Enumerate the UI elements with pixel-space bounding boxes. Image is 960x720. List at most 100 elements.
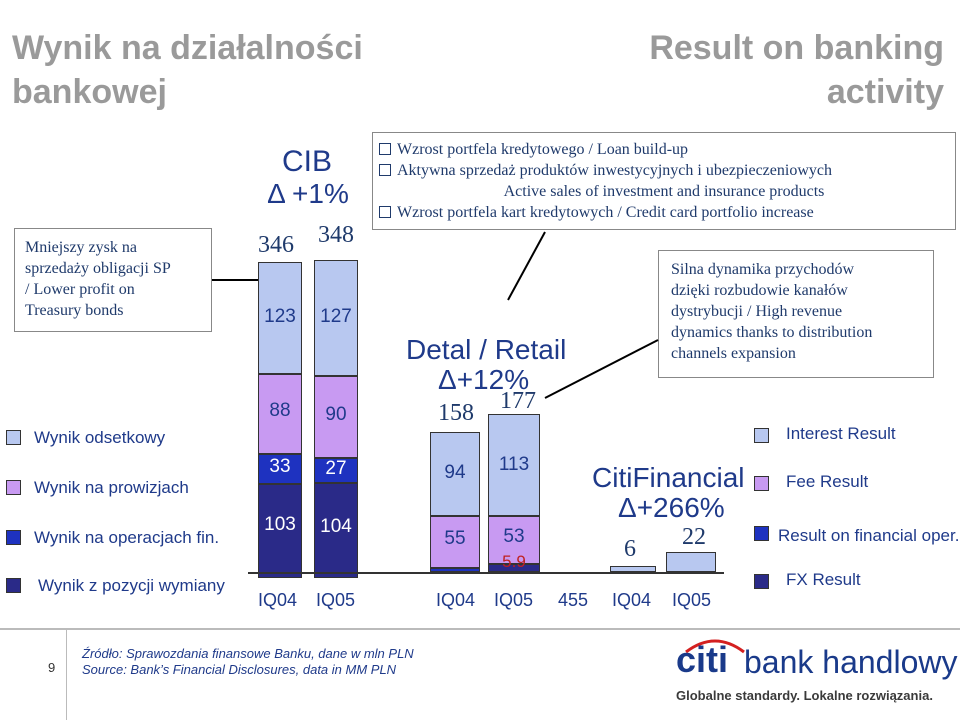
bullet-cards: Wzrost portfela kart kredytowych / Credi…	[379, 202, 949, 223]
bullet-loan: Wzrost portfela kredytowego / Loan build…	[379, 139, 949, 160]
distribution-line1: Silna dynamika przychodów	[671, 261, 855, 278]
citifinancial-title: CitiFinancial	[592, 462, 745, 493]
citibank-handlowy-logo: citi bank handlowy Globalne standardy. L…	[676, 636, 957, 706]
xlabel-retail-iq05: IQ05	[494, 590, 534, 610]
retail-bar-iq04: 94 55	[430, 432, 480, 572]
cib-iq05-fin-segment	[314, 458, 358, 483]
footer-divider	[0, 628, 960, 630]
legend-pl-fx: Wynik z pozycji wymiany	[38, 576, 225, 595]
cib-delta: Δ +1%	[267, 178, 349, 209]
cib-iq04-interest-label: 123	[264, 306, 296, 327]
title-pl-line2: bankowej	[12, 73, 167, 111]
cib-iq05-fx-label: 104	[320, 516, 352, 537]
legend-en-fin-swatch	[754, 526, 769, 541]
treasury-note-box: Mniejszy zysk na sprzedaży obligacji SP …	[14, 228, 212, 332]
footer-page-divider	[66, 630, 67, 720]
legend-en-fx: FX Result	[786, 570, 861, 589]
bullet-loan-text: Wzrost portfela kredytowego / Loan build…	[397, 141, 689, 158]
cib-iq05-interest-label: 127	[320, 306, 352, 327]
cib-iq04-interest-segment	[258, 262, 302, 374]
cib-iq05-fx-segment	[314, 483, 358, 578]
footer-source-pl: Źródło: Sprawozdania finansowe Banku, da…	[82, 646, 414, 661]
legend-fin-swatch	[6, 530, 21, 545]
cib-iq04-fx-label: 103	[264, 514, 296, 535]
title-en-line1: Result on banking	[649, 29, 944, 67]
xlabel-retail-iq04: IQ04	[436, 590, 476, 610]
retail-iq05-fin-label: 53	[503, 526, 525, 547]
cib-iq04-fee-label: 88	[269, 400, 291, 421]
brand-citi: citi	[676, 639, 729, 680]
retail-iq05-interest-segment	[488, 414, 540, 516]
bullet-sales: Aktywna sprzedaż produktów inwestycyjnyc…	[379, 160, 949, 181]
retail-iq04-fin-segment	[430, 568, 480, 572]
growth-drivers-box: Wzrost portfela kredytowego / Loan build…	[372, 132, 956, 230]
cib-iq04-fee-segment	[258, 374, 302, 454]
retail-iq05-fee-label: 113	[498, 454, 530, 475]
checkbox-bullet-icon	[379, 164, 391, 176]
distribution-line5: channels expansion	[671, 345, 796, 362]
bullet-sales-en: Active sales of investment and insurance…	[503, 183, 825, 200]
checkbox-bullet-icon	[379, 143, 391, 155]
legend-pl-interest: Wynik odsetkowy	[34, 428, 166, 447]
legend-interest-swatch	[6, 430, 21, 445]
cib-iq05-fee-segment	[314, 376, 358, 458]
retail-iq05-fx-segment	[488, 564, 540, 572]
cib-iq05-fin-label: 27	[325, 458, 347, 479]
legend-en-interest: Interest Result	[786, 424, 896, 443]
footer-source-en: Source: Bank’s Financial Disclosures, da…	[82, 662, 397, 677]
cib-iq04-fin-label: 33	[269, 456, 291, 477]
retail-iq04-fin-label: 55	[444, 528, 466, 549]
cib-title: CIB	[281, 145, 332, 178]
xlabel-cf-iq04: IQ04	[612, 590, 652, 610]
cib-bar-iq04: 123 88 33 103	[258, 262, 302, 578]
legend-en-fee-swatch	[754, 476, 769, 491]
bullet-sales-text: Aktywna sprzedaż produktów inwestycyjnyc…	[397, 162, 832, 179]
brand-bank-handlowy: bank handlowy	[744, 644, 958, 680]
retail-iq05-fee-segment	[488, 516, 540, 564]
legend-pl-fee: Wynik na prowizjach	[34, 478, 189, 497]
xlabel-cib-iq04: IQ04	[258, 590, 298, 610]
connector-citifin	[544, 339, 659, 399]
title-pl-line1: Wynik na działalności	[12, 29, 363, 67]
legend-en-fin: Result on financial oper.	[778, 526, 960, 545]
treasury-note-line2: sprzedaży obligacji SP	[25, 260, 171, 277]
retail-title: Detal / Retail	[406, 334, 567, 365]
legend-pl-fin: Wynik na operacjach fin.	[34, 528, 220, 547]
retail-bar-iq05: 113 53 5.9	[488, 414, 540, 572]
distribution-note-box: Silna dynamika przychodów dzięki rozbudo…	[658, 250, 934, 378]
citifinancial-bar-iq04	[610, 566, 656, 572]
treasury-note-line4: Treasury bonds	[25, 302, 124, 319]
citifinancial-bar-iq05	[666, 552, 716, 572]
retail-iq04-fee-label: 94	[444, 462, 466, 483]
cib-total-q2: 348	[318, 222, 354, 248]
legend-en-fx-swatch	[754, 574, 769, 589]
citifinancial-total-q1: 6	[624, 536, 636, 562]
retail-iq04-interest-segment	[430, 432, 480, 516]
chart-baseline	[248, 572, 724, 574]
treasury-note-line3: / Lower profit on	[25, 281, 135, 298]
distribution-line2: dzięki rozbudowie kanałów	[671, 282, 848, 299]
checkbox-bullet-icon	[379, 206, 391, 218]
title-en-line2: activity	[826, 73, 944, 111]
retail-delta: Δ+12%	[438, 364, 530, 395]
connector-retail	[507, 231, 546, 301]
retail-total-q1: 158	[438, 400, 474, 426]
cib-iq05-fee-label: 90	[325, 404, 347, 425]
treasury-note-line1: Mniejszy zysk na	[25, 239, 137, 256]
page-number: 9	[48, 660, 56, 675]
retail-iq04-fee-segment	[430, 516, 480, 568]
citifinancial-delta: Δ+266%	[618, 492, 725, 523]
cib-total-q1: 346	[258, 232, 294, 258]
citi-arc-icon	[685, 639, 745, 654]
retail-iq05-fx-label: 5.9	[502, 552, 526, 571]
bullet-cards-text: Wzrost portfela kart kredytowych / Credi…	[397, 204, 814, 221]
xlabel-stray-number: 455	[558, 590, 589, 610]
citifinancial-total-q2: 22	[682, 524, 706, 550]
distribution-line3: dystrybucji / High revenue	[671, 303, 843, 320]
xlabel-cf-iq05: IQ05	[672, 590, 712, 610]
cib-iq04-fx-segment	[258, 484, 302, 578]
cib-bar-iq05: 127 90 27 104	[314, 260, 358, 578]
legend-en-interest-swatch	[754, 428, 769, 443]
cib-iq04-fin-segment	[258, 454, 302, 484]
